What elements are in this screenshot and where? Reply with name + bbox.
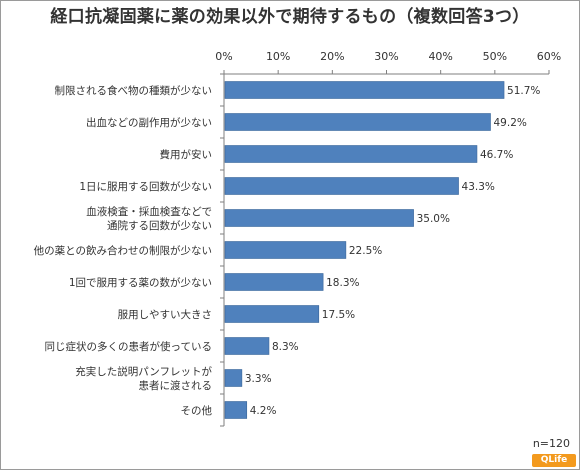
bar: [224, 177, 459, 195]
x-tick-label: 20%: [320, 50, 344, 63]
value-label: 49.2%: [494, 117, 527, 129]
sample-size-note: n=120: [532, 437, 570, 450]
bar: [224, 113, 491, 131]
bar: [224, 145, 478, 163]
x-tick-label: 60%: [537, 50, 561, 63]
category-label: 1回で服用する薬の数が少ない: [69, 276, 212, 289]
value-label: 46.7%: [480, 149, 513, 161]
bar: [224, 305, 320, 323]
bar: [224, 81, 505, 99]
value-label: 3.3%: [245, 373, 272, 385]
category-label: 血液検査・採血検査などで: [86, 205, 212, 218]
category-label: 制限される食べ物の種類が少ない: [55, 84, 213, 97]
bar: [224, 401, 248, 419]
qlife-logo: QLife: [532, 454, 576, 467]
category-label: その他: [181, 404, 213, 417]
value-label: 4.2%: [250, 405, 277, 417]
bar: [224, 369, 243, 387]
x-tick-label: 10%: [266, 50, 290, 63]
category-label: 費用が安い: [160, 148, 213, 161]
category-label: 同じ症状の多くの患者が使っている: [45, 340, 212, 353]
value-label: 17.5%: [322, 309, 355, 321]
x-tick-label: 30%: [374, 50, 398, 63]
value-label: 35.0%: [417, 213, 450, 225]
category-label: 他の薬との飲み合わせの制限が少ない: [34, 244, 212, 257]
value-label: 22.5%: [349, 245, 382, 257]
value-label: 18.3%: [326, 277, 359, 289]
chart-title: 経口抗凝固薬に薬の効果以外で期待するもの（複数回答3つ）: [50, 7, 530, 27]
x-tick-label: 40%: [428, 50, 452, 63]
value-label: 51.7%: [507, 85, 540, 97]
bar: [224, 241, 347, 259]
category-label: 1日に服用する回数が少ない: [79, 180, 212, 193]
bar: [224, 337, 270, 355]
category-label: 通院する回数が少ない: [107, 219, 212, 232]
x-tick-label: 50%: [483, 50, 507, 63]
category-label: 出血などの副作用が少ない: [86, 116, 212, 129]
value-label: 8.3%: [272, 341, 299, 353]
x-tick-label: 0%: [215, 50, 232, 63]
bar: [224, 209, 414, 227]
category-label: 充実した説明パンフレットが: [75, 365, 212, 378]
category-label: 服用しやすい大きさ: [118, 308, 212, 321]
value-label: 43.3%: [462, 181, 495, 193]
bar: [224, 273, 324, 291]
category-label: 患者に渡される: [139, 379, 213, 392]
